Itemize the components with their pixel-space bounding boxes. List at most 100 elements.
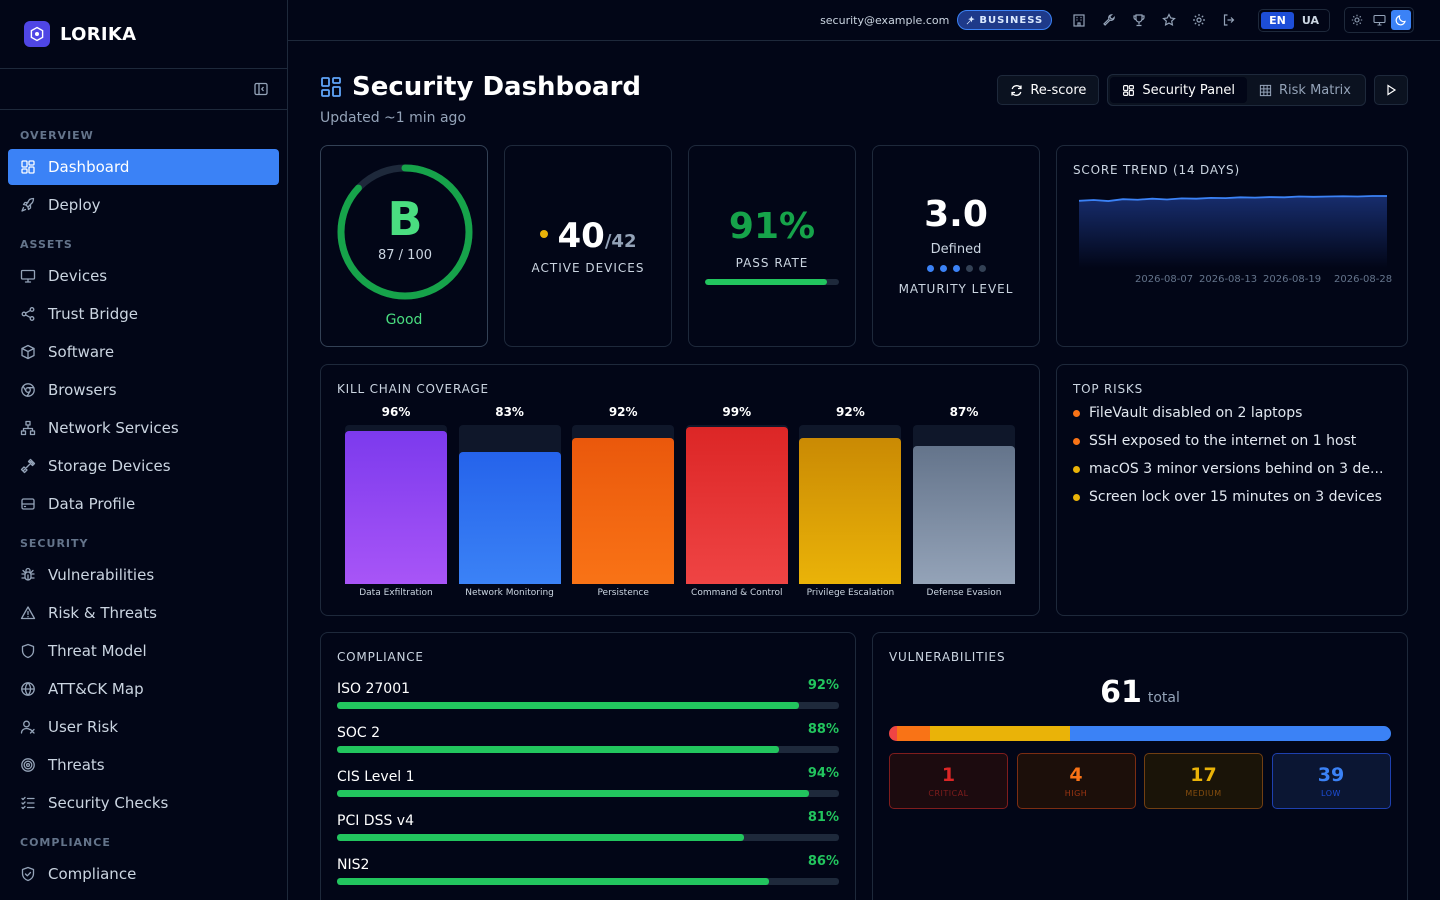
kill-chain-value-label: 92% <box>836 405 865 419</box>
sidebar-item-network-services[interactable]: Network Services <box>8 410 279 446</box>
sidebar-item-label: User Risk <box>48 718 119 736</box>
compliance-row[interactable]: CIS Level 1 94% <box>337 766 839 797</box>
sidebar-collapse-icon[interactable] <box>253 81 269 97</box>
sidebar-item-compliance[interactable]: Compliance <box>8 856 279 892</box>
pass-rate-card[interactable]: 91% PASS RATE <box>688 145 856 347</box>
top-risks-title: TOP RISKS <box>1073 382 1144 396</box>
trophy-icon[interactable] <box>1132 13 1146 27</box>
database-icon <box>20 496 36 512</box>
brand[interactable]: LORIKA <box>0 0 287 69</box>
compliance-row[interactable]: ISO 27001 92% <box>337 678 839 709</box>
compliance-row[interactable]: PCI DSS v4 81% <box>337 810 839 841</box>
compliance-bar <box>337 702 839 709</box>
sidebar-item-software[interactable]: Software <box>8 334 279 370</box>
building-icon[interactable] <box>1072 13 1086 27</box>
score-trend-card[interactable]: SCORE TREND (14 DAYS) 2026-08-07 2026-08-… <box>1056 145 1408 347</box>
kill-chain-bar[interactable] <box>685 426 788 584</box>
compliance-row[interactable]: NIS2 86% <box>337 854 839 885</box>
sidebar-item-data-profile[interactable]: Data Profile <box>8 486 279 522</box>
compliance-row[interactable]: SOC 2 88% <box>337 722 839 753</box>
risk-item[interactable]: Screen lock over 15 minutes on 3 devices <box>1073 489 1383 505</box>
sidebar-item-browsers[interactable]: Browsers <box>8 372 279 408</box>
page-actions: Re-score Security Panel Risk Matrix <box>997 74 1408 106</box>
kill-chain-value-label: 92% <box>608 405 638 419</box>
risk-item[interactable]: macOS 3 minor versions behind on 3 de... <box>1073 461 1383 477</box>
kill-chain-bar[interactable] <box>799 437 902 584</box>
active-devices-card[interactable]: 40 /42 ACTIVE DEVICES <box>504 145 672 347</box>
sidebar-item-security-checks[interactable]: Security Checks <box>8 785 279 821</box>
pass-rate-bar <box>705 279 839 285</box>
pass-rate-value: 91% <box>728 206 816 247</box>
sun-icon[interactable] <box>1347 10 1367 30</box>
sidebar-item-label: Risk & Threats <box>48 604 157 622</box>
star-icon[interactable] <box>1162 13 1176 27</box>
kill-chain-bar[interactable] <box>572 437 675 584</box>
pass-rate-label: PASS RATE <box>735 256 809 270</box>
tab-risk-matrix[interactable]: Risk Matrix <box>1247 77 1363 103</box>
language-ua[interactable]: UA <box>1301 13 1319 27</box>
score-card[interactable]: B 87 / 100 Good <box>320 145 488 347</box>
tab-security-panel[interactable]: Security Panel <box>1110 77 1247 103</box>
sidebar-item-att-ck-map[interactable]: ATT&CK Map <box>8 671 279 707</box>
plan-badge: BUSINESS <box>957 10 1053 30</box>
sidebar-item-devices[interactable]: Devices <box>8 258 279 294</box>
trend-area <box>1079 196 1387 268</box>
rescore-button[interactable]: Re-score <box>997 75 1100 105</box>
compliance-framework-name: CIS Level 1 <box>337 769 415 785</box>
compliance-percent: 94% <box>807 766 839 781</box>
globe-icon <box>20 681 36 697</box>
compliance-percent: 81% <box>807 810 839 825</box>
severity-label: MEDIUM <box>1185 789 1222 798</box>
kill-chain-title: KILL CHAIN COVERAGE <box>337 382 489 396</box>
play-button[interactable] <box>1374 75 1408 105</box>
sidebar-item-dashboard[interactable]: Dashboard <box>8 149 279 185</box>
shield-check-icon <box>20 866 36 882</box>
severity-label: LOW <box>1321 789 1341 798</box>
table-icon <box>1259 84 1272 97</box>
severity-box-high[interactable]: 4 HIGH <box>1016 753 1136 809</box>
severity-box-critical[interactable]: 1 CRITICAL <box>889 753 1008 809</box>
trend-line <box>1078 195 1387 202</box>
sidebar-item-storage-devices[interactable]: Storage Devices <box>8 448 279 484</box>
sidebar-item-vulnerabilities[interactable]: Vulnerabilities <box>8 557 279 593</box>
sidebar-section-security: SECURITY <box>20 537 89 550</box>
risk-item[interactable]: SSH exposed to the internet on 1 host <box>1073 433 1383 449</box>
language-en[interactable]: EN <box>1261 11 1294 29</box>
score-trend-title: SCORE TREND (14 DAYS) <box>1073 163 1240 177</box>
sidebar-item-threat-model[interactable]: Threat Model <box>8 633 279 669</box>
maturity-dot-filled <box>952 265 960 272</box>
sidebar-item-risk-threats[interactable]: Risk & Threats <box>8 595 279 631</box>
kill-chain-bar[interactable] <box>913 445 1015 584</box>
settings-icon[interactable] <box>1192 13 1206 27</box>
risk-severity-dot <box>1073 409 1080 417</box>
kill-chain-bar[interactable] <box>345 431 447 584</box>
severity-label: HIGH <box>1064 789 1088 798</box>
sidebar-item-trust-bridge[interactable]: Trust Bridge <box>8 296 279 332</box>
maturity-dot-filled <box>926 265 934 272</box>
sidebar-item-user-risk[interactable]: User Risk <box>8 709 279 745</box>
grid-icon <box>20 159 36 175</box>
sidebar-item-threats[interactable]: Threats <box>8 747 279 783</box>
maturity-card[interactable]: 3.0 Defined MATURITY LEVEL <box>872 145 1040 347</box>
score-gauge-svg <box>337 164 473 300</box>
wrench-icon[interactable] <box>1102 13 1116 27</box>
user-x-icon <box>20 719 36 735</box>
kill-chain-bar[interactable] <box>458 452 561 584</box>
compliance-bar <box>337 878 839 885</box>
user-email[interactable]: security@example.com <box>820 13 950 27</box>
kill-chain-category-label: Network Monitoring <box>465 588 554 598</box>
active-devices-count: 40 <box>557 216 605 256</box>
logout-icon[interactable] <box>1222 13 1236 27</box>
severity-count: 1 <box>941 764 956 786</box>
moon-icon[interactable] <box>1391 10 1411 30</box>
monitor-icon[interactable] <box>1369 10 1389 30</box>
risk-item[interactable]: FileVault disabled on 2 laptops <box>1073 405 1383 421</box>
kill-chain-value-label: 96% <box>381 405 411 419</box>
sidebar-item-deploy[interactable]: Deploy <box>8 187 279 223</box>
severity-box-medium[interactable]: 17 MEDIUM <box>1144 753 1263 809</box>
sidebar: LORIKA OVERVIEW ASSETS SECURITY COMPLIANCE D… <box>0 0 288 900</box>
risk-text: macOS 3 minor versions behind on 3 de... <box>1089 461 1383 477</box>
severity-box-low[interactable]: 39 LOW <box>1271 753 1391 809</box>
kill-chain-category-label: Persistence <box>597 588 649 598</box>
